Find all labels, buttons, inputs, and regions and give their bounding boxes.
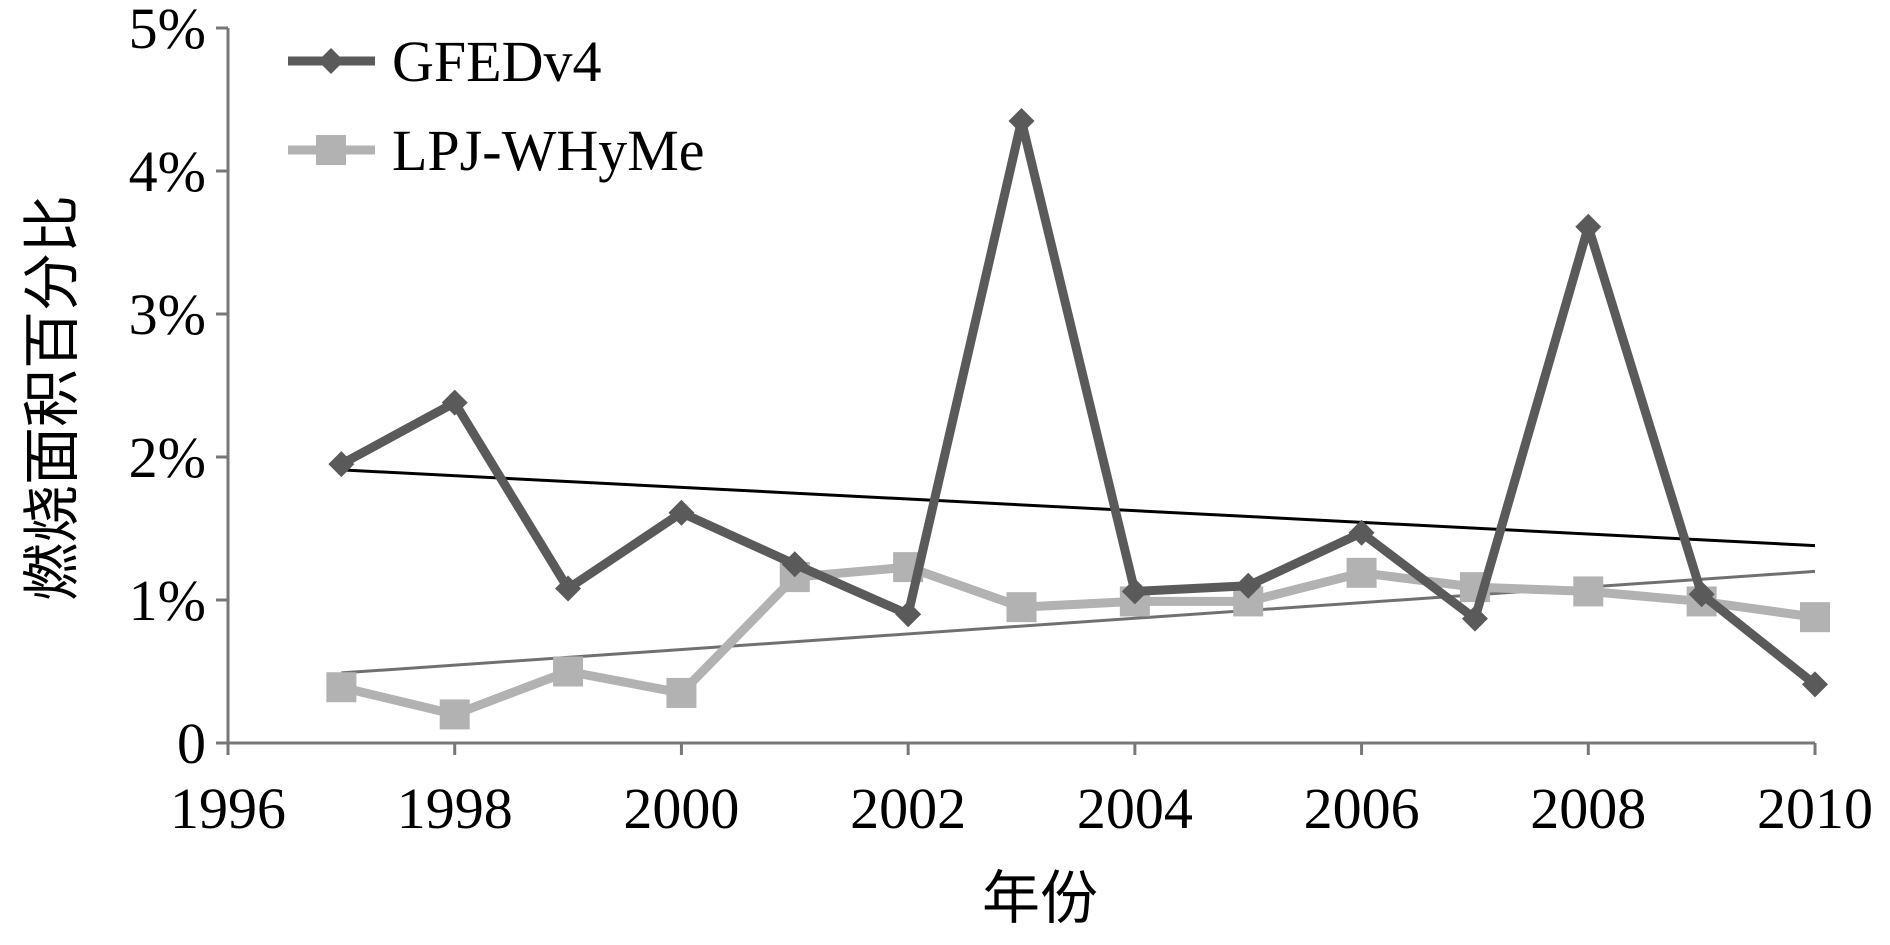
data-point-gfedv4 <box>1121 578 1148 605</box>
data-point-gfedv4 <box>555 575 582 602</box>
data-point-gfedv4 <box>1688 581 1715 608</box>
data-point-lpj-whyme <box>1800 602 1830 633</box>
data-point-lpj-whyme <box>666 677 697 708</box>
legend-entry-lpj-whyme: LPJ-WHyMe <box>288 118 705 183</box>
y-tick-label: 2% <box>129 425 206 490</box>
x-tick-label: 1998 <box>397 776 513 841</box>
y-tick-label: 0 <box>177 711 206 776</box>
x-tick-label: 2002 <box>850 776 966 841</box>
x-axis-title: 年份 <box>982 864 1098 932</box>
y-ticks: 0 1% 2% 3% 4% 5% <box>129 0 228 776</box>
legend-marker <box>316 135 346 165</box>
x-tick-label: 1996 <box>170 776 286 841</box>
data-point-gfedv4 <box>1008 107 1035 134</box>
data-point-lpj-whyme <box>1006 592 1037 623</box>
y-axis-title: 燃烧面积百分比 <box>18 195 86 601</box>
y-tick-label: 4% <box>129 139 206 204</box>
legend-label: LPJ-WHyMe <box>392 118 705 183</box>
y-tick-label: 5% <box>129 0 206 61</box>
x-tick-label: 2006 <box>1304 776 1420 841</box>
series-gfedv4 <box>328 107 1828 698</box>
data-point-gfedv4 <box>441 389 468 416</box>
x-tick-label: 2004 <box>1077 776 1193 841</box>
series-line-lpj-whyme <box>340 562 1816 719</box>
y-tick-label: 3% <box>129 282 206 347</box>
legend: GFEDv4 LPJ-WHyMe <box>288 29 705 183</box>
data-point-lpj-whyme <box>1573 576 1604 607</box>
series-line-gfedv4 <box>339 116 1818 688</box>
x-tick-label: 2010 <box>1757 776 1873 841</box>
x-tick-label: 2008 <box>1530 776 1646 841</box>
data-point-lpj-whyme <box>1346 557 1377 588</box>
data-point-gfedv4 <box>328 451 355 478</box>
data-point-gfedv4 <box>895 601 922 628</box>
trend-line-gfedv4 <box>341 468 1816 548</box>
data-point-gfedv4 <box>1348 519 1375 546</box>
x-ticks: 1996 1998 2000 2002 2004 2006 2008 2010 <box>170 743 1873 841</box>
axes: 0 1% 2% 3% 4% 5% 1996 1998 2000 2002 2004 2006 2008… <box>129 0 1873 841</box>
series-group <box>326 107 1830 730</box>
legend-label: GFEDv4 <box>392 29 601 94</box>
legend-entry-gfedv4: GFEDv4 <box>288 29 601 94</box>
x-tick-label: 2000 <box>623 776 739 841</box>
data-point-gfedv4 <box>1575 213 1602 240</box>
legend-marker <box>318 48 344 74</box>
data-point-gfedv4 <box>781 551 808 578</box>
data-point-gfedv4 <box>1802 671 1828 698</box>
data-point-gfedv4 <box>1235 572 1262 599</box>
data-point-gfedv4 <box>668 499 695 526</box>
data-point-lpj-whyme <box>439 699 470 730</box>
data-point-gfedv4 <box>1461 605 1488 632</box>
y-tick-label: 1% <box>129 568 206 633</box>
data-point-lpj-whyme <box>326 672 357 703</box>
data-point-lpj-whyme <box>553 656 584 687</box>
series-lpj-whyme <box>326 552 1830 730</box>
